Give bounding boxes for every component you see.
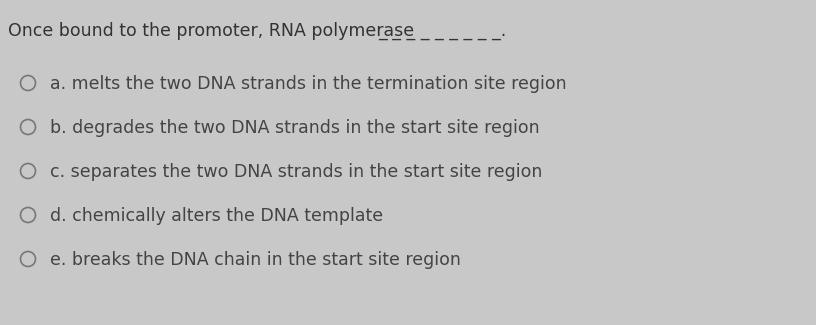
Text: c. separates the two DNA strands in the start site region: c. separates the two DNA strands in the … <box>50 163 543 181</box>
Text: _ _ _ _ _ _ _ _ _.: _ _ _ _ _ _ _ _ _. <box>378 22 506 40</box>
Text: e. breaks the DNA chain in the start site region: e. breaks the DNA chain in the start sit… <box>50 251 461 269</box>
Text: d. chemically alters the DNA template: d. chemically alters the DNA template <box>50 207 384 225</box>
Text: a. melts the two DNA strands in the termination site region: a. melts the two DNA strands in the term… <box>50 75 566 93</box>
Text: b. degrades the two DNA strands in the start site region: b. degrades the two DNA strands in the s… <box>50 119 539 137</box>
Text: Once bound to the promoter, RNA polymerase: Once bound to the promoter, RNA polymera… <box>8 22 419 40</box>
